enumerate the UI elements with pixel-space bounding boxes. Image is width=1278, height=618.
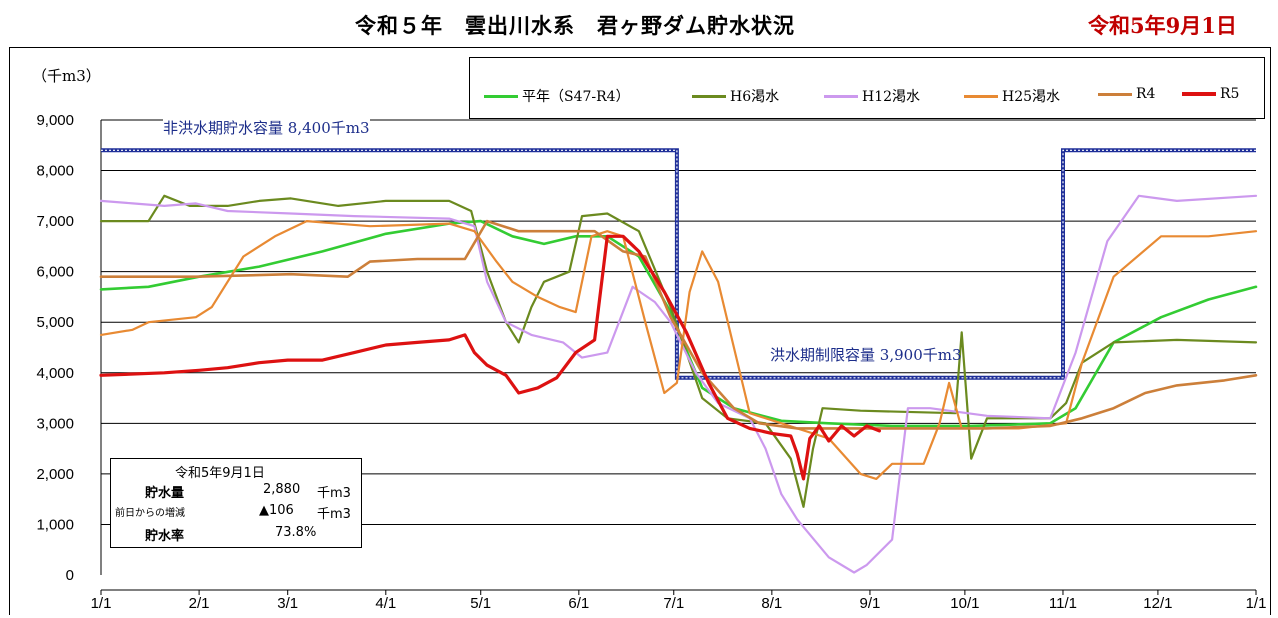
flood-capacity-value: 3,900千m3 [879,346,962,364]
chart-title: 令和５年 雲出川水系 君ヶ野ダム貯水状況 [355,13,795,38]
series-line-4 [99,219,1258,430]
info-change-value: ▲106 [259,503,294,518]
capacity-line-dots [101,149,1256,379]
flood-capacity-annotation: 洪水期制限容量 3,900千m3 [770,344,962,365]
y-axis-unit: （千m3） [32,67,101,85]
legend-item-r5: R5 [1182,86,1239,102]
x-tick-label: 11/1 [1049,595,1077,612]
info-storage-value: 2,880 [263,482,301,497]
legend-swatch-h25 [964,94,998,98]
y-tick-label: 3,000 [36,415,74,432]
legend-swatch-r5 [1182,92,1216,96]
x-tick-label: 6/1 [568,595,589,612]
flood-capacity-label: 洪水期制限容量 [770,346,876,364]
x-tick-label: 2/1 [189,595,210,612]
x-tick-label: 1/1 [91,595,112,612]
storage-info-box: 令和5年9月1日 貯水量 2,880 千m3 前日からの増減 ▲106 千m3 … [110,458,362,548]
legend-swatch-r4 [1098,92,1132,96]
series-line-2 [99,194,1258,574]
y-tick-label: 7,000 [36,213,74,230]
x-tick-label: 1/1 [1246,595,1267,612]
series-line-1 [99,194,1258,508]
y-tick-label: 0 [66,567,74,584]
y-tick-label: 2,000 [36,466,74,483]
legend-label-avg: 平年（S47-R4） [522,89,630,105]
legend-label-r4: R4 [1136,86,1156,102]
legend-label-h6: H6渇水 [730,89,780,105]
info-storage-label: 貯水量 [145,486,185,501]
x-tick-label: 3/1 [277,595,298,612]
info-change-label: 前日からの増減 [115,508,185,519]
legend-item-r4: R4 [1098,86,1155,102]
legend-label-h25: H25渇水 [1002,89,1061,105]
legend-swatch-h6 [692,94,726,98]
info-change-unit: 千m3 [317,507,351,522]
y-tick-label: 4,000 [36,365,74,382]
y-tick-label: 9,000 [36,112,74,129]
legend-item-h6: H6渇水 [692,86,779,106]
x-tick-label: 10/1 [950,595,979,612]
legend-label-h12: H12渇水 [862,89,921,105]
chart-legend: 平年（S47-R4） H6渇水 H12渇水 H25渇水 R4 R5 [469,57,1265,119]
series-line-0 [99,219,1258,428]
y-tick-label: 5,000 [36,314,74,331]
legend-item-h25: H25渇水 [964,86,1060,106]
x-tick-label: 7/1 [663,595,684,612]
x-tick-label: 5/1 [470,595,491,612]
x-tick-label: 4/1 [375,595,396,612]
x-tick-label: 9/1 [860,595,881,612]
info-rate-label: 貯水率 [145,529,185,544]
legend-item-avg: 平年（S47-R4） [484,86,630,106]
info-rate-value: 73.8% [275,525,317,540]
nonflood-capacity-label: 非洪水期貯水容量 [163,119,284,137]
legend-label-r5: R5 [1220,86,1240,102]
legend-swatch-avg [484,94,518,98]
x-tick-label: 12/1 [1143,595,1172,612]
y-tick-label: 8,000 [36,163,74,180]
nonflood-capacity-value: 8,400千m3 [287,119,370,137]
y-tick-label: 6,000 [36,264,74,281]
nonflood-capacity-annotation: 非洪水期貯水容量 8,400千m3 [163,117,370,138]
series-line-5 [99,234,882,481]
x-tick-label: 8/1 [761,595,782,612]
legend-item-h12: H12渇水 [824,86,920,106]
report-date: 令和5年9月1日 [1088,13,1237,38]
y-tick-label: 1,000 [36,516,74,533]
info-date: 令和5年9月1日 [175,466,265,481]
chart-frame [9,47,1271,615]
legend-swatch-h12 [824,94,858,98]
info-storage-unit: 千m3 [317,486,351,501]
